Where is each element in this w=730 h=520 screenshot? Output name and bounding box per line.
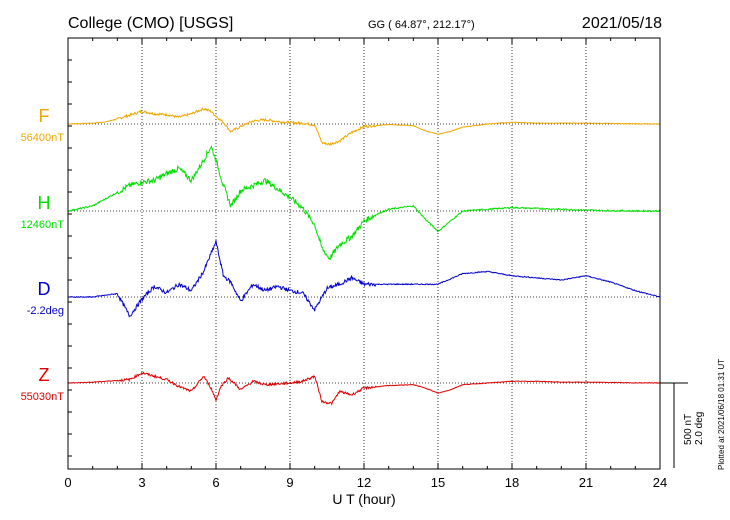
- x-tick-label: 0: [64, 475, 71, 490]
- grid-layer: [68, 38, 660, 469]
- series-line-h: [67, 145, 661, 260]
- x-tick-label: 9: [286, 475, 293, 490]
- scale-bar: 500 nT 2.0 deg: [660, 382, 705, 468]
- series-layer: [67, 107, 661, 406]
- x-axis-label: U T (hour): [332, 491, 395, 507]
- x-tick-label: 15: [431, 475, 445, 490]
- series-name-f: F: [39, 106, 50, 126]
- baseline-label-d: -2.2deg: [27, 305, 64, 317]
- series-line-d: [67, 240, 661, 318]
- baseline-label-z: 55030nT: [21, 391, 65, 403]
- baseline-label-h: 12460nT: [21, 219, 65, 231]
- plotted-timestamp: Plotted at 2021/06/18 01:31 UT: [717, 359, 726, 470]
- scale-bar-nt-label: 500 nT: [683, 414, 694, 445]
- tick-layer: 0 3 6 9 12 15 18 21 24: [64, 38, 667, 490]
- date-label: 2021/05/18: [582, 15, 662, 32]
- x-tick-label: 24: [653, 475, 667, 490]
- plot-frame: [67, 37, 661, 470]
- series-line-f: [67, 107, 660, 147]
- series-name-z: Z: [39, 365, 50, 385]
- station-title: College (CMO) [USGS]: [68, 15, 233, 32]
- series-line-z: [67, 371, 661, 406]
- series-name-d: D: [38, 279, 51, 299]
- baseline-label-f: 56400nT: [21, 132, 65, 144]
- x-tick-label: 3: [138, 475, 145, 490]
- label-layer: F 56400nT H 12460nT D -2.2deg Z 55030nT: [21, 106, 65, 403]
- coordinates-label: GG ( 64.87°, 212.17°): [368, 19, 475, 31]
- scale-bar-deg-label: 2.0 deg: [694, 412, 705, 445]
- x-tick-label: 18: [505, 475, 519, 490]
- x-tick-label: 6: [212, 475, 219, 490]
- x-tick-label: 12: [357, 475, 371, 490]
- series-name-h: H: [38, 193, 51, 213]
- x-tick-label: 21: [579, 475, 593, 490]
